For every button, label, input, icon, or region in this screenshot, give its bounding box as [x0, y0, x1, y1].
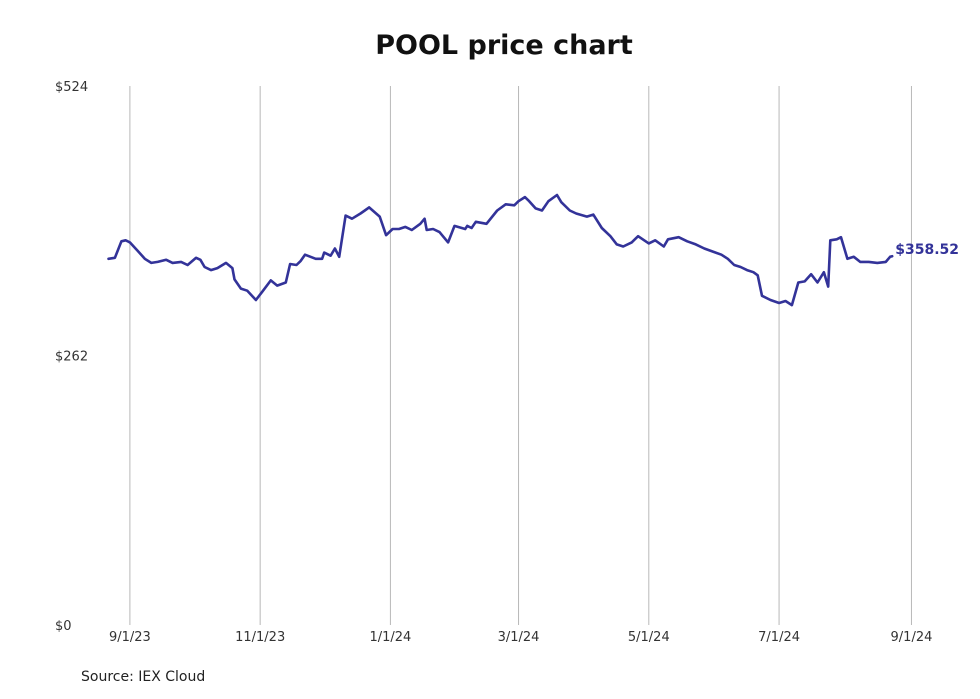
x-tick-label: 9/1/24: [891, 630, 933, 645]
y-tick-label: $0: [55, 619, 72, 634]
chart-title: POOL price chart: [375, 30, 633, 61]
x-tick-label: 11/1/23: [235, 630, 285, 645]
last-price-label: $358.52: [895, 242, 959, 258]
y-tick-label: $262: [55, 350, 88, 365]
gridlines: [129, 86, 912, 625]
price-line: [107, 193, 894, 307]
x-tick-label: 5/1/24: [628, 630, 670, 645]
series-layer: $358.52: [107, 193, 959, 307]
y-axis: $0 $262 $524: [55, 80, 88, 634]
x-tick-label: 9/1/23: [109, 630, 151, 645]
x-tick-label: 7/1/24: [758, 630, 800, 645]
x-tick-label: 1/1/24: [369, 630, 411, 645]
x-axis: 9/1/23 11/1/23 1/1/24 3/1/24 5/1/24 7/1/24 9/1…: [109, 630, 932, 645]
y-tick-label: $524: [55, 80, 88, 95]
source-note: Source: IEX Cloud: [81, 669, 206, 685]
x-tick-label: 3/1/24: [498, 630, 540, 645]
